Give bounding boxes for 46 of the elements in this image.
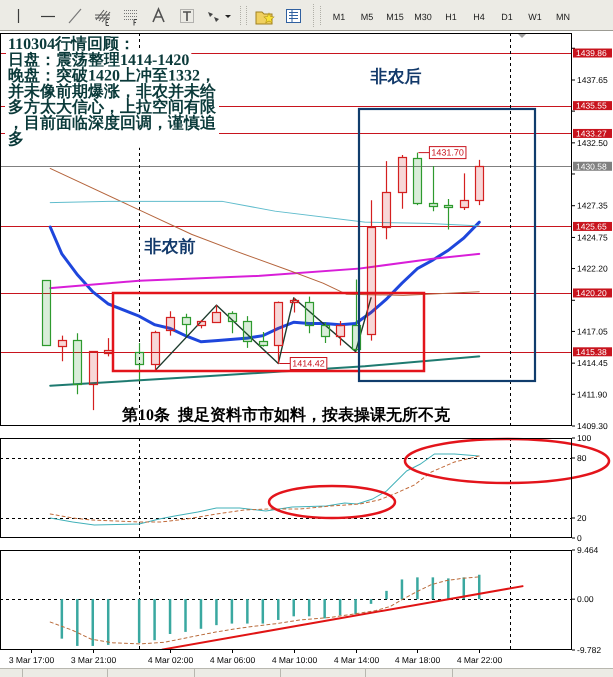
ref-line-label: 1435.55 (576, 100, 607, 111)
ref-line-label: 1425.65 (576, 221, 607, 232)
x-tick-label: 3 Mar 21:00 (70, 655, 116, 665)
y-tick-label: 1427.35 (577, 200, 608, 211)
y-tick-label: 0 (577, 533, 582, 543)
x-tick-label: 4 Mar 02:00 (148, 655, 194, 665)
y-tick-label: 1424.75 (577, 232, 608, 242)
text: H4 (473, 12, 485, 22)
x-tick-label: 4 Mar 18:00 (394, 655, 440, 665)
text: MN (556, 12, 570, 22)
ref-line-label: 1439.86 (576, 48, 607, 58)
y-tick-label: 1409.30 (577, 421, 608, 431)
ref-line-label: 1420.20 (576, 288, 607, 298)
text: H1 (445, 12, 457, 22)
x-tick-label: 4 Mar 22:00 (456, 655, 502, 665)
x-tick-label: 4 Mar 10:00 (272, 655, 318, 665)
text: W1 (528, 12, 542, 22)
x-tick-label: 4 Mar 06:00 (210, 655, 256, 665)
annotation: 第10条 搜足资料市市如料，按表操课无所不克 (121, 406, 451, 424)
y-tick-label: 1411.90 (577, 389, 608, 400)
x-tick-label: 3 Mar 17:00 (8, 655, 54, 665)
text: M5 (360, 12, 374, 22)
annotation: 1414.42 (292, 358, 325, 369)
y-tick-label: 1422.20 (577, 264, 608, 274)
y-tick-label: 20 (577, 513, 587, 523)
x-tick-label: 4 Mar 14:00 (334, 655, 380, 665)
y-tick-label: 1414.45 (577, 358, 608, 368)
annotation: 非农后 (370, 67, 422, 86)
text: D1 (501, 12, 513, 22)
annotation: 1431.70 (431, 148, 464, 158)
y-tick-label: -9.782 (577, 645, 602, 655)
y-tick-label: 80 (577, 453, 587, 463)
text: M1 (332, 12, 346, 22)
y-tick-label: 1417.05 (577, 326, 608, 336)
ref-line-label: 1415.38 (576, 346, 607, 357)
text: M15 (386, 12, 404, 22)
y-tick-label: 9.464 (577, 545, 599, 555)
annotation: 非农前 (144, 237, 196, 256)
y-tick-label: 0.00 (577, 594, 594, 604)
text: M30 (414, 12, 432, 22)
y-tick-label: 1437.65 (577, 74, 608, 85)
y-tick-label: 1432.50 (577, 138, 608, 148)
annotation: 110304行情回顾： (8, 35, 136, 53)
y-tick-label: 100 (577, 433, 592, 443)
ref-line-label: 1433.27 (576, 128, 607, 138)
ref-line-label: 1430.58 (576, 161, 607, 172)
